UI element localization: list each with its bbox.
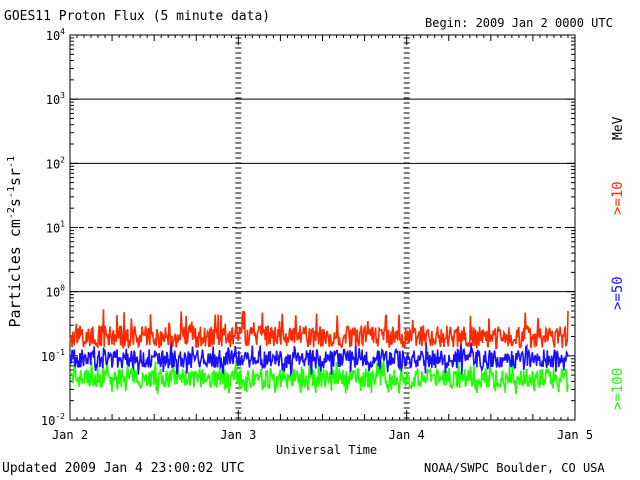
x-tick-label-0: Jan 2 [52, 428, 88, 442]
footer-source: NOAA/SWPC Boulder, CO USA [424, 461, 605, 475]
x-axis-label: Universal Time [276, 443, 378, 457]
begin-time-label: Begin: 2009 Jan 2 0000 UTC [425, 16, 613, 30]
x-tick-label-2: Jan 4 [389, 428, 425, 442]
y-tick-label-1: 103 [46, 91, 65, 107]
y-tick-label-3: 101 [46, 220, 65, 236]
legend-label-2: >=100 [610, 368, 626, 410]
series-line-0 [69, 309, 569, 350]
x-tick-label-1: Jan 3 [220, 428, 256, 442]
legend-label-0: >=10 [610, 181, 626, 215]
y-tick-label-0: 104 [46, 27, 65, 43]
series-line-1 [69, 341, 569, 377]
legend-label-1: >=50 [610, 276, 626, 310]
y-axis-label: Particles cm-2s-1sr-1 [6, 156, 24, 328]
units-label: MeV [611, 116, 626, 140]
y-tick-label-5: 10-1 [41, 348, 65, 364]
y-tick-label-2: 102 [46, 155, 65, 171]
y-tick-label-4: 100 [46, 284, 65, 300]
footer-updated: Updated 2009 Jan 4 23:00:02 UTC [2, 461, 245, 476]
series-line-2 [69, 358, 569, 395]
x-tick-label-3: Jan 5 [557, 428, 593, 442]
chart-title: GOES11 Proton Flux (5 minute data) [4, 9, 271, 24]
y-tick-label-6: 10-2 [41, 412, 65, 428]
